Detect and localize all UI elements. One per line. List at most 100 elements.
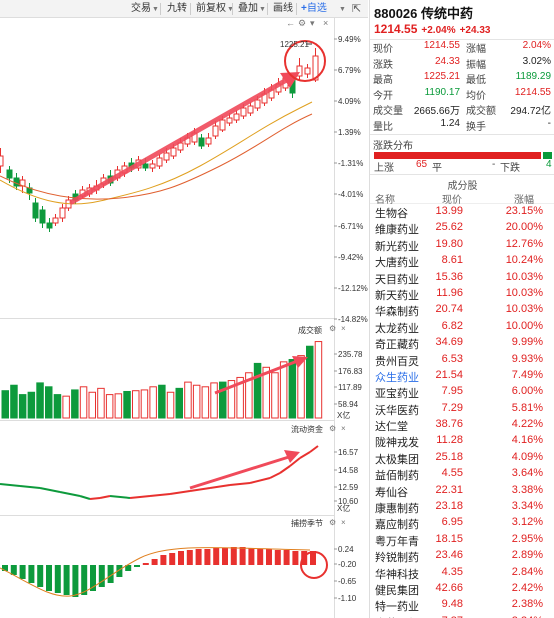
stock-name: 奇正藏药	[375, 339, 419, 352]
component-row[interactable]: 新天药业 11.96 10.03%	[370, 286, 554, 302]
stock-name: 生物谷	[375, 208, 408, 220]
component-row[interactable]: 沃华医药 7.29 5.81%	[370, 401, 554, 417]
flow-line-segment	[89, 497, 101, 500]
chart-back-icon[interactable]: ←	[286, 18, 295, 28]
stock-name: 康惠制药	[375, 503, 419, 516]
component-row[interactable]: 羚锐制药 23.46 2.89%	[370, 548, 554, 564]
volume-panel	[1, 341, 323, 419]
distribution-bar	[374, 152, 552, 159]
chart-area[interactable]: 1225.21 9.49% 6.79% 4.09% 1.39% -1.31% -4.01%…	[0, 18, 368, 618]
chevron-down-icon[interactable]: ▾	[310, 18, 315, 28]
volume-bar	[10, 384, 18, 419]
add-watchlist-button[interactable]: +自选	[301, 3, 327, 14]
component-row[interactable]: 亚宝药业 7.95 6.00%	[370, 384, 554, 400]
up-portion	[374, 152, 542, 159]
stock-change: 4.09%	[511, 450, 543, 463]
component-row[interactable]: 寿仙谷 22.31 3.38%	[370, 483, 554, 499]
col-change[interactable]: 涨幅	[514, 195, 534, 206]
component-row[interactable]: 陇神戎发 11.28 4.16%	[370, 433, 554, 449]
chevron-down-icon: ▼	[259, 6, 266, 13]
wave-bar	[125, 565, 132, 571]
component-row[interactable]: 生物谷 13.99 23.15%	[370, 204, 554, 220]
stock-change: 5.81%	[511, 401, 543, 414]
component-row[interactable]: 康惠制药 23.18 3.34%	[370, 499, 554, 515]
settings-icon[interactable]: ⚙	[329, 424, 336, 433]
stock-change: 6.00%	[511, 385, 543, 398]
wave-bar	[222, 548, 228, 565]
close-icon[interactable]: ×	[341, 518, 346, 527]
watchlist-dropdown-button[interactable]: ▼	[338, 2, 346, 16]
chart-toolbar: 交易▼ 九转 前复权▼ 叠加▼ 画线 +自选 ▼ ⇱	[0, 0, 368, 18]
settings-icon[interactable]: ⚙	[298, 18, 306, 28]
component-row[interactable]: 大唐药业 8.61 10.24%	[370, 253, 554, 269]
toolbar-divider	[232, 3, 233, 15]
volume-bar	[279, 361, 288, 419]
candle-up	[304, 67, 311, 75]
settings-icon[interactable]: ⚙	[329, 324, 336, 333]
quote-label: 振幅	[466, 59, 486, 71]
candle-up	[170, 147, 177, 157]
close-icon[interactable]: ×	[341, 324, 346, 333]
candle-up	[163, 152, 170, 161]
component-row[interactable]: 嘉应制药 6.95 3.12%	[370, 515, 554, 531]
quote-value: 24.33	[434, 55, 460, 67]
draw-line-button[interactable]: 画线	[273, 3, 293, 14]
component-row[interactable]: 粤万年青 18.15 2.95%	[370, 532, 554, 548]
component-row[interactable]: 天目药业 15.36 10.03%	[370, 270, 554, 286]
stock-price: 19.80	[435, 237, 463, 250]
component-row[interactable]: 益佰制药 4.55 3.64%	[370, 466, 554, 482]
quote-label: 成交量	[373, 106, 403, 117]
volume-bar	[62, 395, 70, 419]
component-row[interactable]: 特一药业 9.48 2.38%	[370, 597, 554, 613]
down-portion	[543, 152, 552, 159]
flow-line-segment	[289, 457, 301, 467]
component-row[interactable]: 众生药业 21.54 7.49%	[370, 368, 554, 384]
volume-bar	[192, 384, 201, 419]
component-row[interactable]: 贵州百灵 6.53 9.93%	[370, 352, 554, 368]
candle-down	[32, 202, 39, 219]
close-icon[interactable]: ×	[341, 424, 346, 433]
wave-title: 捕捞季节	[291, 518, 323, 528]
wave-bar	[28, 565, 35, 583]
stock-change: 12.76%	[505, 237, 543, 250]
adjust-menu-button[interactable]: 前复权▼	[196, 3, 234, 14]
component-row[interactable]: 金花股份7.872.34%	[370, 614, 554, 618]
volume-bar	[140, 389, 149, 419]
flow-line-segment	[109, 495, 131, 499]
quote-value: 2.04%	[522, 40, 551, 51]
up-count: 65	[416, 159, 428, 170]
wave-bar	[257, 549, 264, 565]
share-icon[interactable]: ⇱	[352, 3, 362, 15]
component-row[interactable]: 华神科技 4.35 2.84%	[370, 565, 554, 581]
component-row[interactable]: 华森制药 20.74 10.03%	[370, 302, 554, 318]
component-row[interactable]: 达仁堂 38.76 4.22%	[370, 417, 554, 433]
stock-name: 寿仙谷	[375, 486, 408, 499]
component-row[interactable]: 奇正藏药 34.69 9.99%	[370, 335, 554, 351]
quote-value: 3.02%	[522, 55, 551, 67]
candle-down	[6, 169, 13, 179]
stock-change: 4.22%	[511, 418, 543, 431]
stock-change: 23.15%	[505, 205, 543, 217]
component-row[interactable]: 新光药业 19.80 12.76%	[370, 237, 554, 253]
col-name[interactable]: 名称	[375, 195, 395, 206]
component-row[interactable]: 太龙药业 6.82 10.00%	[370, 319, 554, 335]
overlay-menu-button[interactable]: 叠加▼	[238, 3, 266, 14]
wave-bar	[142, 563, 149, 565]
trade-menu-button[interactable]: 交易▼	[131, 3, 159, 14]
flow-line-segment	[19, 485, 41, 489]
candle-up	[0, 155, 4, 167]
stock-change: 3.38%	[511, 483, 543, 496]
candle-up	[312, 55, 319, 81]
candle-up	[226, 117, 233, 124]
nine-turn-button[interactable]: 九转	[167, 3, 187, 14]
col-price[interactable]: 现价	[442, 195, 462, 206]
close-icon[interactable]: ×	[323, 18, 328, 28]
index-title: 880026 传统中药	[374, 6, 473, 21]
component-row[interactable]: 太极集团 25.18 4.09%	[370, 450, 554, 466]
component-row[interactable]: 健民集团 42.66 2.42%	[370, 581, 554, 597]
component-row[interactable]: 维康药业 25.62 20.00%	[370, 220, 554, 236]
volume-bar	[245, 372, 253, 419]
settings-icon[interactable]: ⚙	[329, 518, 336, 527]
candle-up	[205, 137, 212, 145]
quote-row: 量比 1.24 换手 -	[370, 118, 554, 134]
